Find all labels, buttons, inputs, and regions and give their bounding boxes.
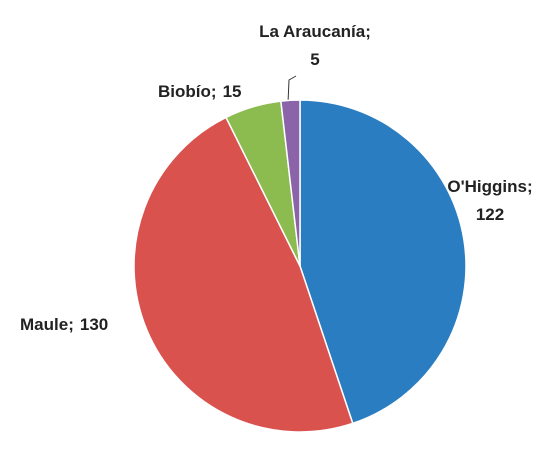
label-category: O'Higgins: [447, 177, 527, 196]
pie-slice: [280, 99, 301, 267]
label-category: Maule: [20, 315, 68, 334]
label-category: La Araucanía: [259, 22, 366, 41]
label-separator: ;: [365, 22, 371, 41]
data-label: Biobío; 15: [158, 82, 241, 101]
pie-slice: [133, 116, 354, 433]
label-separator: ;: [527, 177, 533, 196]
label-value: 15: [223, 82, 242, 101]
label-value: 5: [310, 50, 319, 69]
data-label: Maule; 130: [20, 315, 108, 334]
label-value: 122: [476, 205, 504, 224]
label-value: 130: [80, 315, 108, 334]
data-label: O'Higgins; 122: [447, 177, 532, 224]
leader-line: [287, 75, 297, 104]
label-category: Biobío: [158, 82, 211, 101]
label-separator: ;: [68, 315, 74, 334]
label-separator: ;: [211, 82, 217, 101]
pie-slice: [299, 99, 467, 425]
data-label: La Araucanía; 5: [259, 22, 371, 69]
